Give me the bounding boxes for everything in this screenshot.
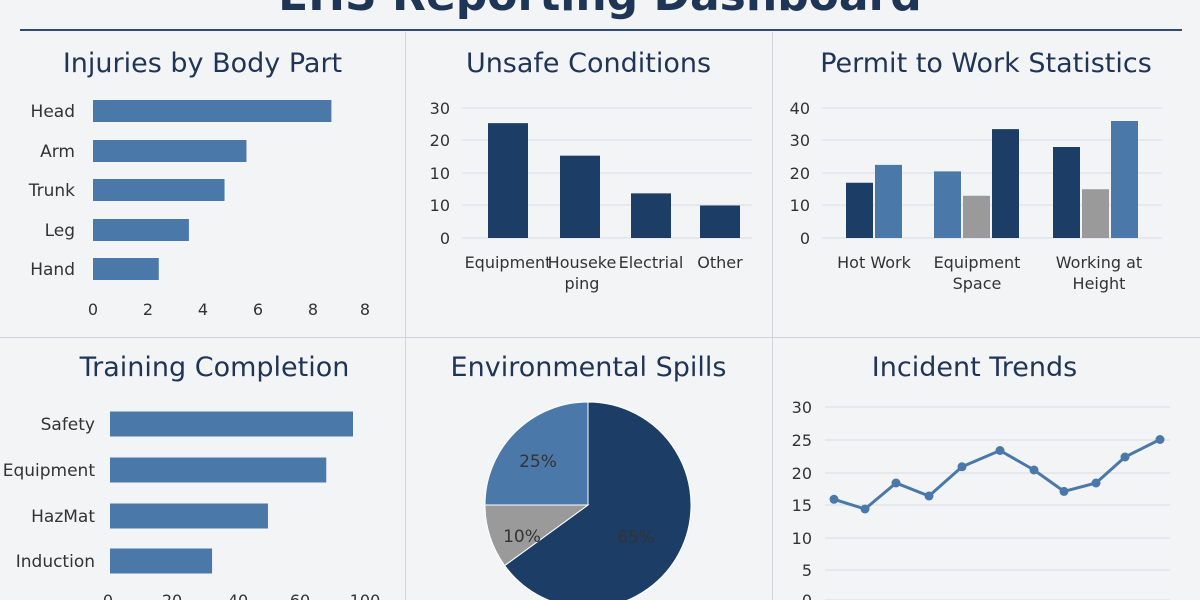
divider-v1 (405, 32, 406, 600)
trends-y-tick: 15 (792, 496, 812, 515)
trends-point (829, 494, 839, 504)
unsafe-y-tick: 10 (430, 164, 450, 183)
trends-y-tick: 20 (792, 464, 812, 483)
unsafe-category-label: Electrial (619, 253, 684, 272)
unsafe-y-tick: 20 (430, 131, 450, 150)
training-x-tick: 0 (103, 591, 113, 600)
trends-point (1029, 465, 1039, 475)
panel-title-spills: Environmental Spills (450, 352, 727, 383)
permit-bar (1082, 189, 1109, 238)
trends-point (924, 491, 934, 501)
trends-point (891, 478, 901, 488)
permit-bar (846, 182, 873, 238)
injuries-category-label: Trunk (28, 181, 75, 201)
injuries-category-label: Leg (45, 221, 75, 241)
spills-slice-label: 65% (617, 528, 655, 548)
unsafe-bar (700, 205, 740, 238)
panel-title-unsafe: Unsafe Conditions (465, 48, 712, 79)
trends-point (957, 462, 967, 472)
title-rule (20, 29, 1182, 31)
trends-y-tick: 0 (802, 591, 812, 600)
injuries-x-tick: 4 (198, 300, 208, 319)
trends-y-tick: 25 (792, 431, 812, 450)
unsafe-y-tick: 10 (430, 196, 450, 215)
spills-slice-label: 10% (503, 527, 541, 547)
injuries-bar (93, 140, 247, 162)
permit-category-label: Hot Work (837, 253, 911, 272)
training-bar (110, 411, 353, 437)
training-category-label: HazMat (31, 507, 95, 527)
injuries-x-tick: 2 (143, 300, 153, 319)
training-category-label: Equipment (3, 461, 96, 481)
spills-slice-label: 25% (519, 452, 557, 472)
injuries-category-label: Head (31, 102, 75, 122)
training-x-tick: 20 (162, 591, 182, 600)
trends-y-tick: 30 (792, 398, 812, 417)
spills-slice (503, 401, 692, 600)
permit-bar (1053, 147, 1080, 238)
permit-bar (992, 129, 1019, 238)
unsafe-category-label: Houseke ping (548, 253, 617, 293)
permit-bar (875, 164, 902, 238)
injuries-x-tick: 8 (308, 300, 318, 319)
training-x-tick: 60 (290, 591, 310, 600)
unsafe-bar (560, 155, 600, 238)
training-x-tick: 100 (350, 591, 381, 600)
trends-point (1091, 478, 1101, 488)
injuries-x-tick: 8 (360, 300, 370, 319)
unsafe-category-label: Equipment (465, 253, 552, 272)
injuries-bar (93, 179, 225, 201)
panel-title-injuries: Injuries by Body Part (62, 48, 343, 79)
dashboard-title: EHS Reporting Dashboard (0, 0, 1200, 21)
spills-slice (484, 401, 589, 506)
trends-point (1059, 486, 1069, 496)
unsafe-y-tick: 30 (430, 99, 450, 118)
permit-bar (963, 195, 990, 238)
injuries-bar (93, 100, 332, 122)
training-category-label: Safety (41, 415, 95, 435)
divider-v2 (772, 32, 773, 600)
panel-title-permit: Permit to Work Statistics (820, 48, 1152, 79)
permit-y-tick: 0 (800, 229, 810, 248)
trends-point (1120, 452, 1130, 462)
trends-point (1155, 435, 1165, 444)
permit-bar (934, 171, 961, 238)
injuries-category-label: Hand (30, 260, 75, 280)
training-bar (110, 457, 327, 483)
trends-point (995, 446, 1005, 455)
divider-h1 (0, 337, 1200, 338)
permit-y-tick: 10 (790, 196, 810, 215)
training-category-label: Induction (16, 552, 95, 572)
permit-bar (1111, 121, 1138, 238)
injuries-category-label: Arm (40, 142, 75, 162)
panel-title-training: Training Completion (79, 352, 350, 383)
unsafe-category-label: Other (697, 253, 743, 272)
permit-category-label: Working at Height (1056, 253, 1142, 293)
trends-point (860, 504, 870, 514)
panel-title-trends: Incident Trends (871, 352, 1078, 383)
unsafe-bar (488, 123, 528, 238)
training-bar (110, 548, 213, 574)
permit-y-tick: 30 (790, 131, 810, 150)
permit-y-tick: 40 (790, 99, 810, 118)
trends-y-tick: 5 (802, 561, 812, 580)
injuries-x-tick: 0 (88, 300, 98, 319)
permit-category-label: Equipment Space (934, 253, 1021, 293)
training-x-tick: 40 (228, 591, 248, 600)
injuries-x-tick: 6 (253, 300, 263, 319)
injuries-bar (93, 219, 189, 241)
trends-y-tick: 10 (792, 529, 812, 548)
injuries-bar (93, 258, 159, 280)
unsafe-y-tick: 0 (440, 229, 450, 248)
training-bar (110, 503, 268, 529)
unsafe-bar (631, 193, 671, 238)
permit-y-tick: 20 (790, 164, 810, 183)
